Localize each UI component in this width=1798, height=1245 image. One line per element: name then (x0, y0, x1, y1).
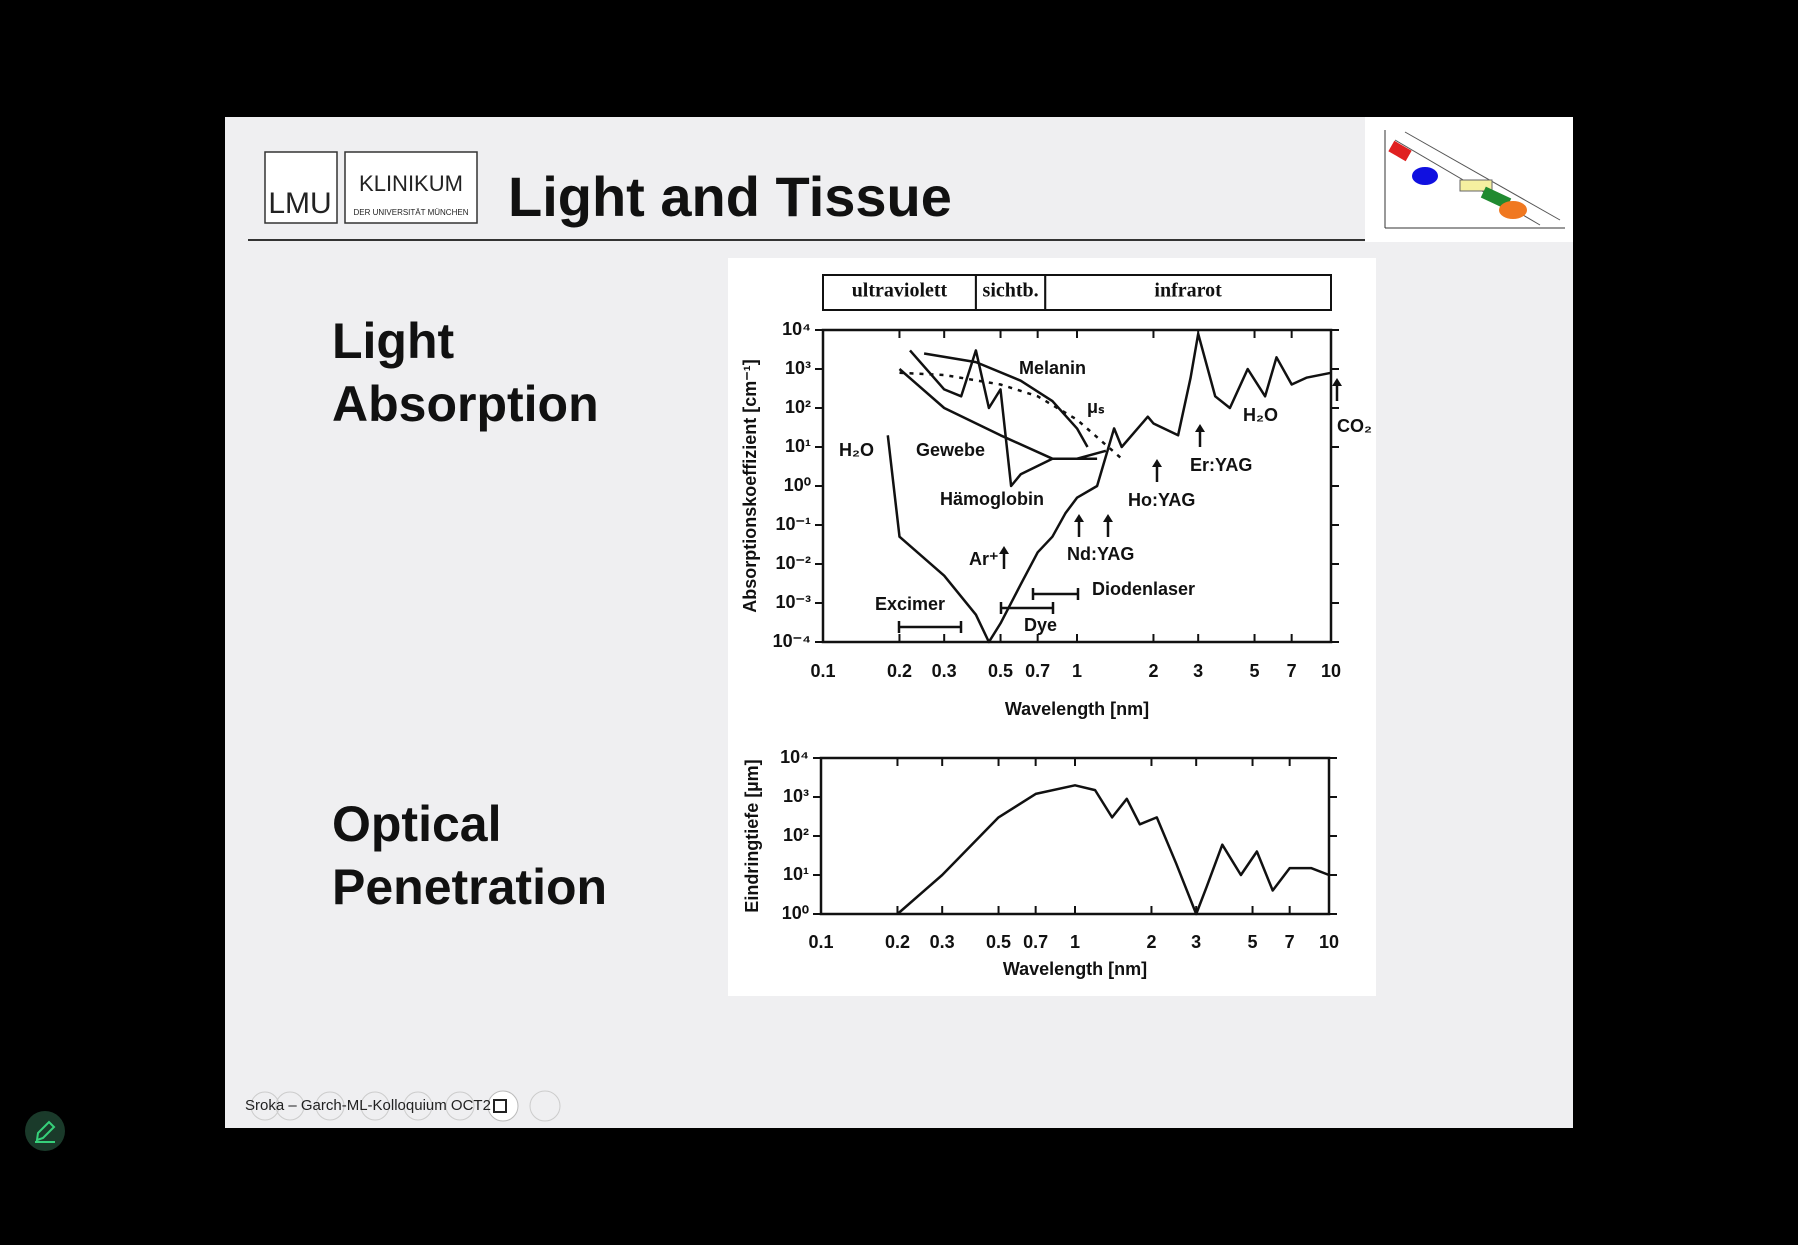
x-tick-label: 2 (1148, 661, 1158, 681)
x-tick-label: 7 (1285, 932, 1295, 952)
x-tick-label: 5 (1248, 932, 1258, 952)
logo-klinikum: KLINIKUM (359, 171, 463, 196)
series-line (886, 332, 1332, 644)
series-line (898, 368, 1107, 460)
series-line (896, 784, 1330, 916)
series-label: H₂O (839, 440, 874, 460)
x-tick-label: 3 (1193, 661, 1203, 681)
y-axis-label: Eindringtiefe [µm] (742, 759, 762, 912)
x-tick-label: 0.5 (986, 932, 1011, 952)
y-tick-label: 10⁰ (782, 903, 809, 923)
arrow-head (1074, 514, 1084, 522)
thumbnail (1365, 117, 1573, 242)
y-tick-label: 10³ (783, 786, 809, 806)
x-tick-label: 1 (1070, 932, 1080, 952)
range-bar (1031, 588, 1080, 600)
figure-panel (728, 258, 1376, 996)
y-tick-label: 10⁻³ (775, 592, 811, 612)
annotation: Nd:YAG (1067, 544, 1134, 564)
y-axis-label: Absorptionskoeffizient [cm⁻¹] (740, 359, 760, 613)
x-tick-label: 0.3 (932, 661, 957, 681)
band-box (1044, 274, 1332, 311)
heading: Absorption (332, 376, 599, 432)
y-tick-label: 10⁻⁴ (773, 631, 811, 651)
series-line (899, 371, 1123, 460)
heading: Optical (332, 796, 501, 852)
y-tick-label: 10⁰ (784, 475, 811, 495)
logo-lmu: LMU (268, 187, 331, 220)
x-tick-label: 10 (1321, 661, 1341, 681)
arrow-head (1195, 424, 1205, 432)
y-tick-label: 10⁴ (782, 319, 811, 339)
range-bar (897, 621, 963, 633)
x-tick-label: 3 (1191, 932, 1201, 952)
edit-button[interactable] (25, 1111, 65, 1151)
arrow-head (1103, 514, 1113, 522)
x-tick-label: 10 (1319, 932, 1339, 952)
annotation: Ar⁺ (969, 549, 999, 569)
arrow-head (1332, 378, 1342, 386)
band-label: infrarot (1154, 280, 1222, 302)
y-tick-label: 10¹ (785, 436, 811, 456)
band-label: ultraviolett (852, 280, 948, 302)
annotation: Excimer (875, 594, 945, 614)
y-tick-label: 10⁻¹ (775, 514, 811, 534)
footer-text: Sroka – Garch-ML-Kolloquium OCT2 (245, 1097, 491, 1114)
x-tick-label: 0.2 (887, 661, 912, 681)
x-axis-label: Wavelength [nm] (1003, 959, 1147, 979)
annotation: Dye (1024, 615, 1057, 635)
x-tick-label: 7 (1287, 661, 1297, 681)
logo-sub: DER UNIVERSITÄT MÜNCHEN (354, 208, 469, 217)
x-tick-label: 0.3 (930, 932, 955, 952)
annotation: Er:YAG (1190, 455, 1252, 475)
logo-box (344, 151, 478, 224)
band-label: sichtb. (983, 280, 1039, 302)
series-label: Gewebe (916, 440, 985, 460)
footer-bar (250, 1090, 561, 1122)
heading: Light (332, 313, 455, 369)
annotation: Ho:YAG (1128, 490, 1195, 510)
logo-box (264, 151, 338, 224)
heading: Penetration (332, 859, 607, 915)
range-bar (999, 602, 1055, 614)
x-tick-label: 0.1 (810, 661, 835, 681)
y-tick-label: 10⁴ (780, 747, 809, 767)
y-tick-label: 10⁻² (775, 553, 811, 573)
x-tick-label: 0.5 (988, 661, 1013, 681)
x-tick-label: 5 (1250, 661, 1260, 681)
slide-title: Light and Tissue (508, 165, 952, 228)
x-tick-label: 0.2 (885, 932, 910, 952)
y-tick-label: 10² (785, 397, 811, 417)
x-tick-label: 0.7 (1025, 661, 1050, 681)
series-label: Melanin (1019, 358, 1086, 378)
y-tick-label: 10² (783, 825, 809, 845)
x-tick-label: 0.1 (808, 932, 833, 952)
annotation: CO₂ (1337, 416, 1372, 436)
series-line (923, 352, 1089, 448)
x-axis-label: Wavelength [nm] (1005, 699, 1149, 719)
band-box (822, 274, 977, 311)
series-label: μₛ (1087, 397, 1105, 417)
y-tick-label: 10¹ (783, 864, 809, 884)
series-label: Hämoglobin (940, 489, 1044, 509)
x-tick-label: 1 (1072, 661, 1082, 681)
annotation: Diodenlaser (1092, 579, 1195, 599)
annotation: H₂O (1243, 405, 1278, 425)
arrow-head (999, 546, 1009, 554)
arrow-head (1152, 459, 1162, 467)
x-tick-label: 0.7 (1023, 932, 1048, 952)
y-tick-label: 10³ (785, 358, 811, 378)
x-tick-label: 2 (1146, 932, 1156, 952)
